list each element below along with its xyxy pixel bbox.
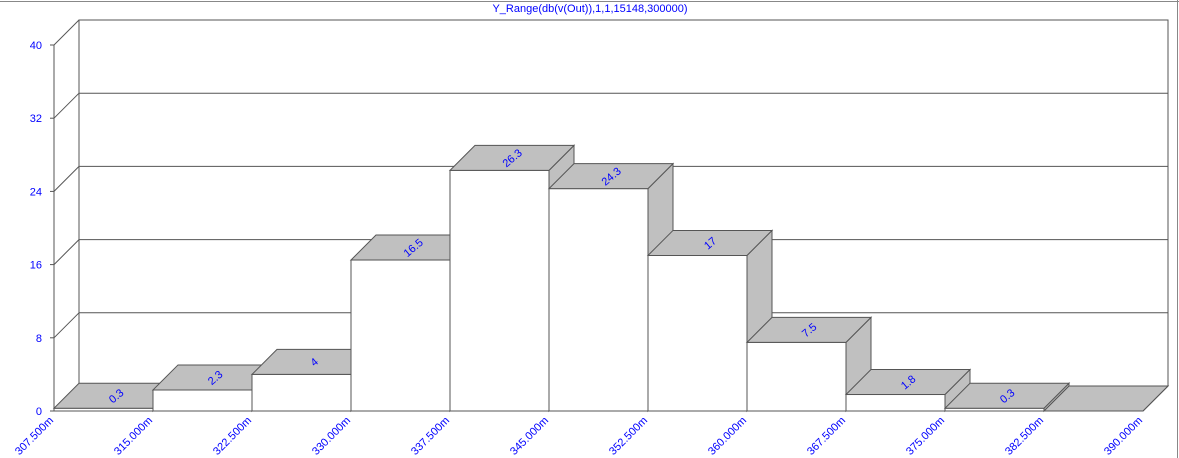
y-tick-label: 24 bbox=[30, 186, 42, 198]
bar bbox=[350, 259, 451, 412]
bar bbox=[845, 394, 946, 412]
bar-top bbox=[646, 229, 774, 256]
bar-top bbox=[844, 369, 972, 396]
bar bbox=[548, 188, 649, 412]
bar-top bbox=[745, 316, 873, 343]
y-tick-label: 16 bbox=[30, 260, 42, 272]
grid-line bbox=[53, 239, 80, 265]
bar bbox=[449, 169, 550, 412]
y-tick-label: 32 bbox=[30, 113, 42, 125]
bar-top bbox=[1042, 385, 1170, 412]
grid-line bbox=[53, 19, 80, 46]
grid-line bbox=[53, 166, 80, 192]
y-tick-label: 8 bbox=[36, 333, 42, 345]
bar-top bbox=[547, 163, 675, 190]
bar-top bbox=[943, 382, 1071, 409]
bar bbox=[647, 254, 748, 412]
bar-top bbox=[448, 144, 576, 171]
grid-line bbox=[53, 92, 80, 119]
bar bbox=[746, 341, 847, 412]
y-tick-label: 0 bbox=[36, 406, 42, 418]
chart-title: Y_Range(db(v(Out)),1,1,15148,300000) bbox=[492, 3, 687, 15]
y-tick-label: 40 bbox=[30, 40, 42, 52]
bar bbox=[251, 373, 352, 412]
grid-line bbox=[53, 312, 80, 339]
bar bbox=[152, 389, 253, 412]
